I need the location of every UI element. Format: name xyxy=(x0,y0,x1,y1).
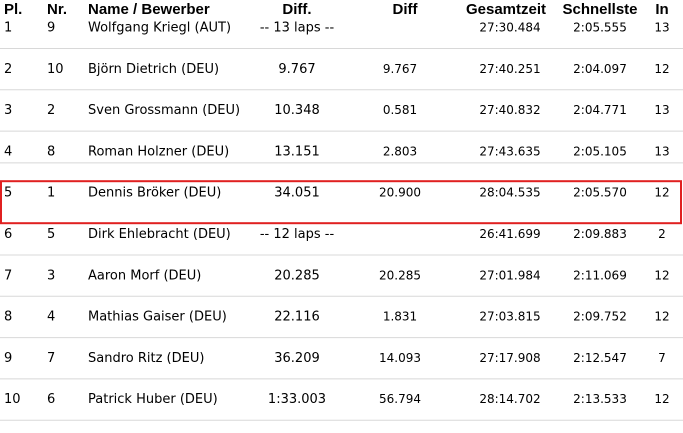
cell: 13 xyxy=(654,144,669,158)
cell: 9.767 xyxy=(278,62,315,77)
cell: 2:05.555 xyxy=(573,21,627,35)
column-header: Gesamtzeit xyxy=(466,1,546,18)
cell: 4 xyxy=(4,144,12,159)
cell: 27:01.984 xyxy=(479,268,540,282)
cell: Mathias Gaiser (DEU) xyxy=(88,310,227,325)
cell: 27:40.251 xyxy=(479,62,540,76)
cell: 12 xyxy=(654,392,669,406)
cell: 2:05.570 xyxy=(573,186,627,200)
cell: 2:12.547 xyxy=(573,351,627,365)
cell: 1:33.003 xyxy=(268,392,326,407)
cell: Sandro Ritz (DEU) xyxy=(88,351,204,366)
cell: 12 xyxy=(654,310,669,324)
cell: 34.051 xyxy=(274,186,320,201)
cell: 2:09.883 xyxy=(573,227,627,241)
cell: 10.348 xyxy=(274,103,320,118)
cell: 12 xyxy=(654,268,669,282)
cell: 2.803 xyxy=(383,144,417,158)
column-header: Schnellste xyxy=(562,1,637,18)
cell: 0.581 xyxy=(383,103,417,117)
cell: 27:17.908 xyxy=(479,351,540,365)
cell: Dennis Bröker (DEU) xyxy=(88,186,221,201)
cell: 8 xyxy=(47,144,55,159)
cell: -- 13 laps -- xyxy=(260,21,335,36)
cell: Roman Holzner (DEU) xyxy=(88,144,229,159)
cell: 3 xyxy=(4,103,12,118)
cell: 6 xyxy=(47,392,55,407)
cell: 2:05.105 xyxy=(573,144,627,158)
cell: 13.151 xyxy=(274,144,320,159)
cell: 27:03.815 xyxy=(479,310,540,324)
cell: 56.794 xyxy=(379,392,421,406)
cell: 2 xyxy=(4,62,12,77)
cell: 5 xyxy=(47,227,55,242)
column-header: Pl. xyxy=(4,1,22,18)
column-header: Name / Bewerber xyxy=(88,1,210,18)
cell: 2:09.752 xyxy=(573,310,627,324)
cell: 10 xyxy=(47,62,64,77)
cell: 20.900 xyxy=(379,186,421,200)
cell: 8 xyxy=(4,310,12,325)
cell: 22.116 xyxy=(274,310,320,325)
cell: 1 xyxy=(4,21,12,36)
cell: 2:13.533 xyxy=(573,392,627,406)
cell: 2:04.097 xyxy=(573,62,627,76)
cell: Patrick Huber (DEU) xyxy=(88,392,218,407)
cell: 27:40.832 xyxy=(479,103,540,117)
cell: 7 xyxy=(658,351,666,365)
cell: 28:14.702 xyxy=(479,392,540,406)
cell: 13 xyxy=(654,103,669,117)
cell: 9 xyxy=(47,21,55,36)
cell: 2 xyxy=(658,227,666,241)
cell: 5 xyxy=(4,186,12,201)
column-header: Diff. xyxy=(282,1,311,18)
cell: 20.285 xyxy=(274,268,320,283)
cell: 2:04.771 xyxy=(573,103,627,117)
highlight-box xyxy=(0,180,682,225)
cell: 3 xyxy=(47,268,55,283)
column-header: Diff xyxy=(393,1,419,18)
cell: 13 xyxy=(654,21,669,35)
cell: -- 12 laps -- xyxy=(260,227,335,242)
cell: 12 xyxy=(654,186,669,200)
cell: 7 xyxy=(4,268,12,283)
cell: 26:41.699 xyxy=(479,227,540,241)
cell: 6 xyxy=(4,227,12,242)
cell: Aaron Morf (DEU) xyxy=(88,268,201,283)
cell: Björn Dietrich (DEU) xyxy=(88,62,219,77)
cell: Dirk Ehlebracht (DEU) xyxy=(88,227,231,242)
cell: 1 xyxy=(47,186,55,201)
cell: 2 xyxy=(47,103,55,118)
cell: Sven Grossmann (DEU) xyxy=(88,103,240,118)
cell: 4 xyxy=(47,310,55,325)
cell: 9.767 xyxy=(383,62,417,76)
cell: 27:30.484 xyxy=(479,21,540,35)
column-header: Nr. xyxy=(47,1,67,18)
cell: 12 xyxy=(654,62,669,76)
cell: 28:04.535 xyxy=(479,186,540,200)
cell: 1.831 xyxy=(383,310,417,324)
cell: 7 xyxy=(47,351,55,366)
cell: 36.209 xyxy=(274,351,320,366)
cell: Wolfgang Kriegl (AUT) xyxy=(88,21,231,36)
cell: 10 xyxy=(4,392,21,407)
cell: 27:43.635 xyxy=(479,144,540,158)
cell: 14.093 xyxy=(379,351,421,365)
cell: 2:11.069 xyxy=(573,268,627,282)
cell: 9 xyxy=(4,351,12,366)
column-header: In xyxy=(655,1,668,18)
cell: 20.285 xyxy=(379,268,421,282)
